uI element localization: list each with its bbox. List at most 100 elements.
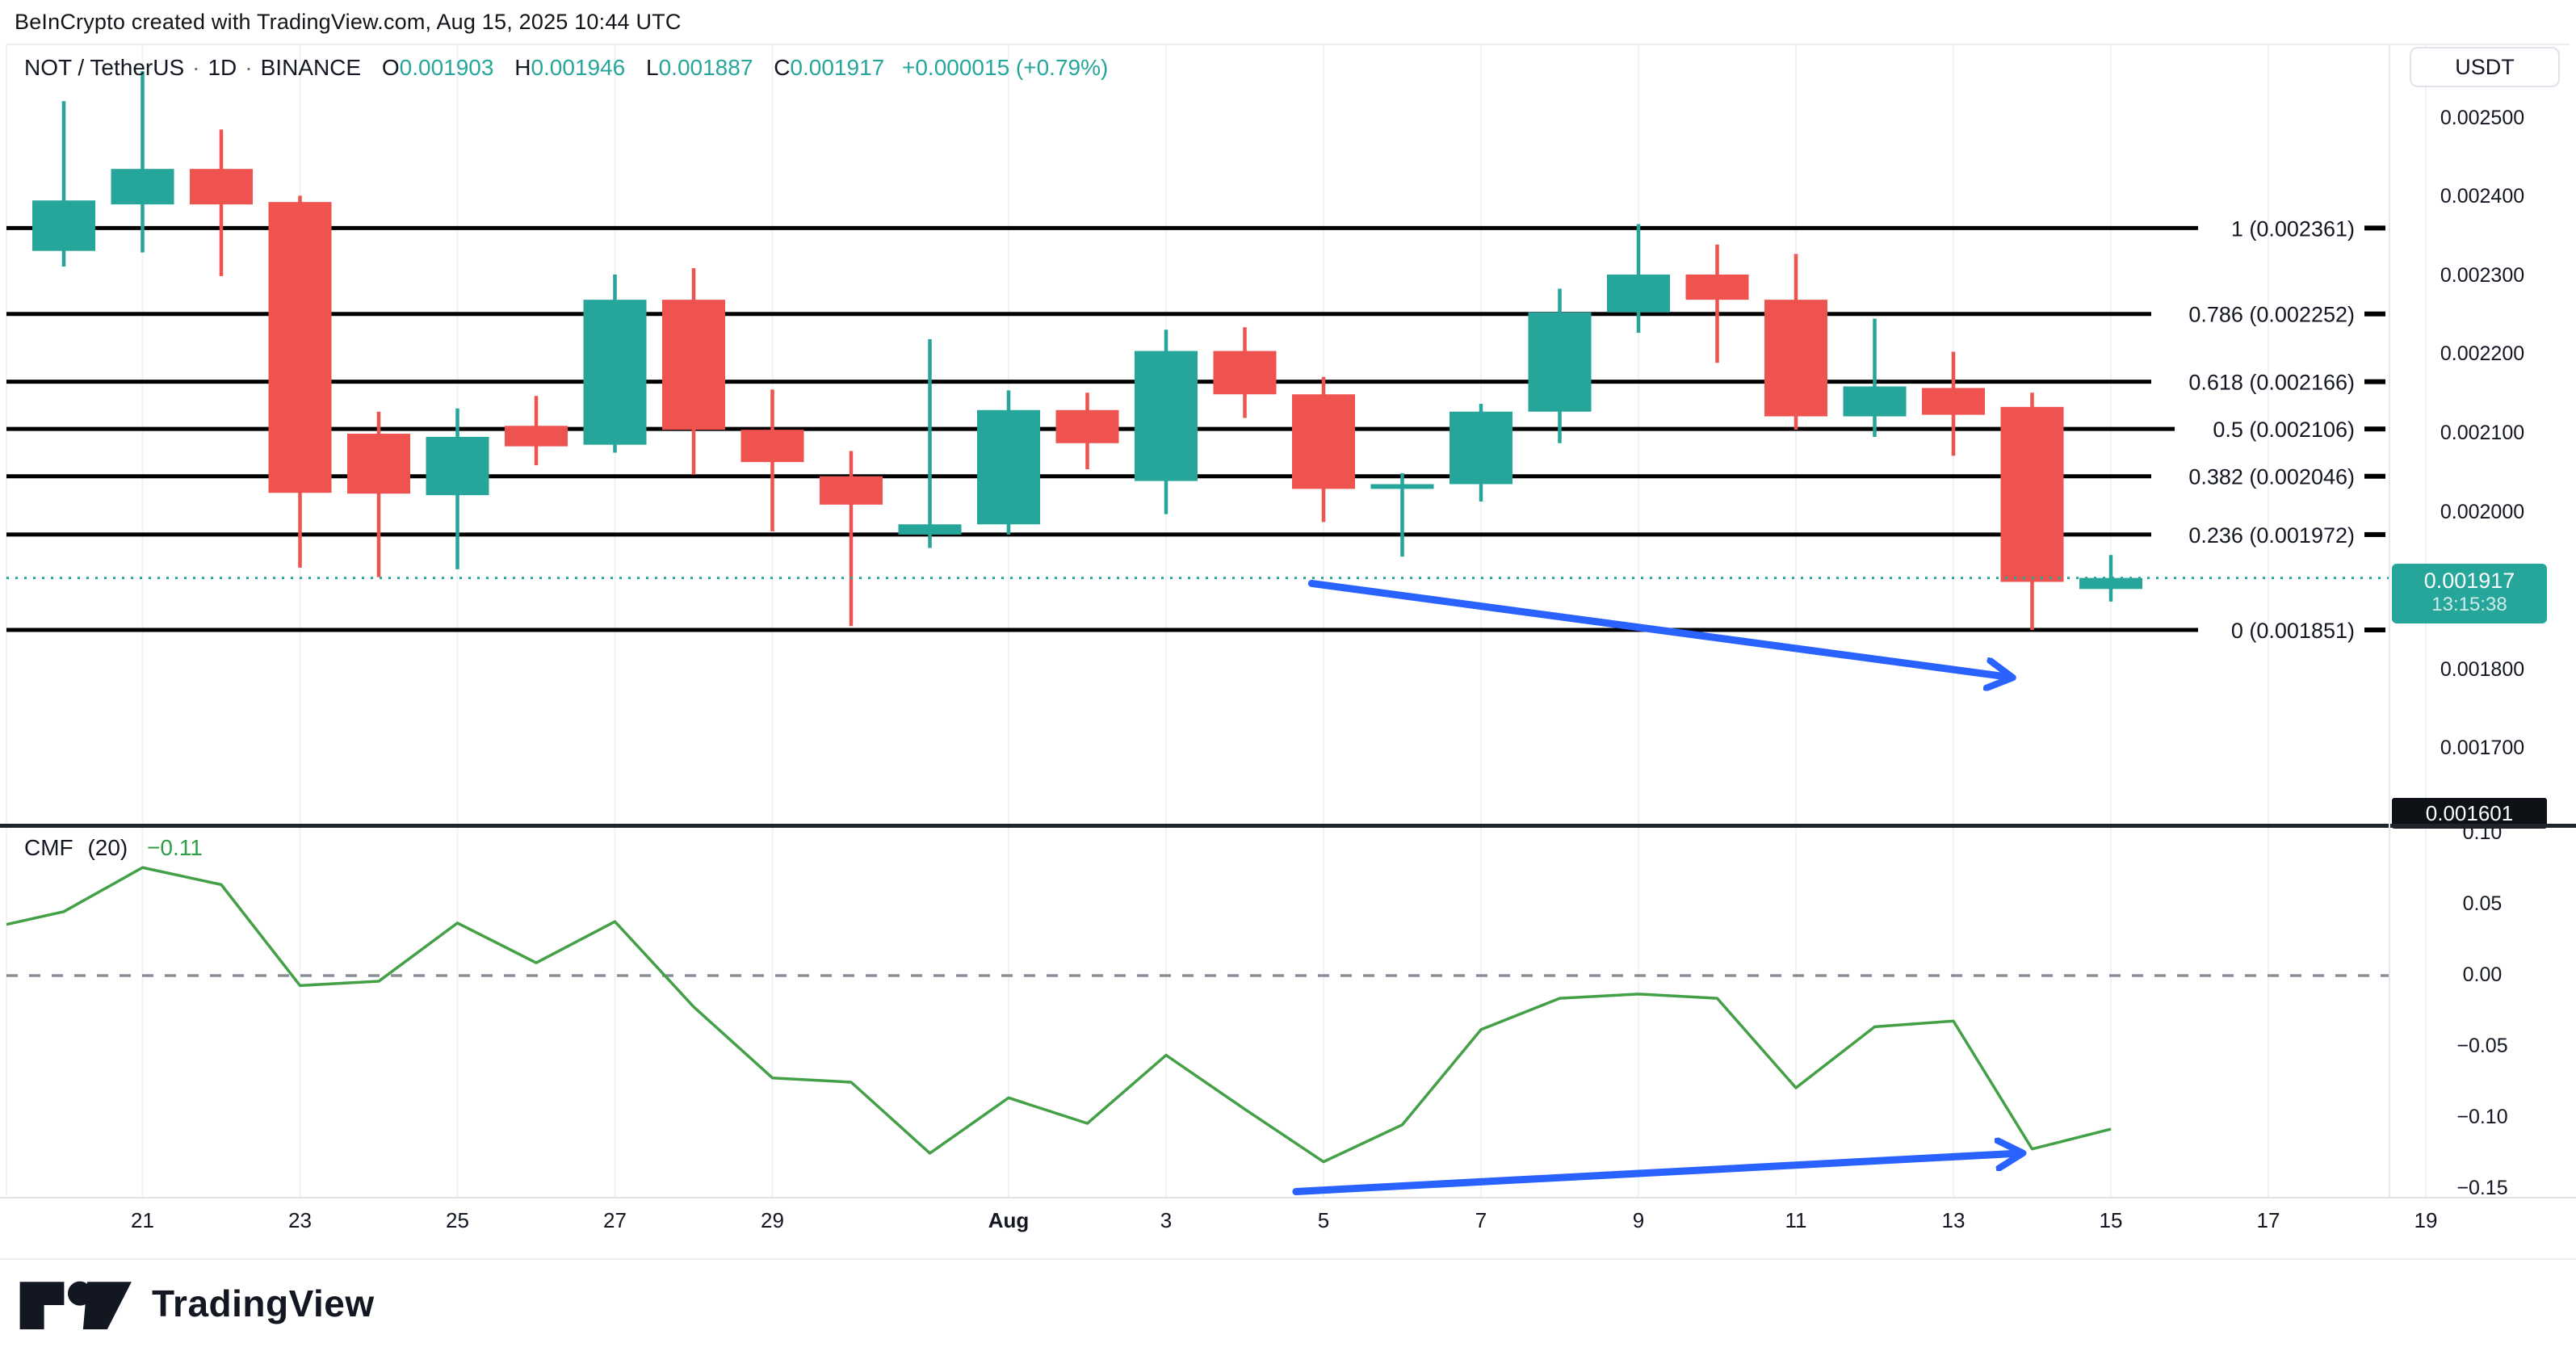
fib-level-tick (2364, 473, 2385, 479)
candle-body (1607, 274, 1670, 313)
change-value: +0.000015 (+0.79%) (902, 55, 1109, 80)
indicator-value: −0.11 (147, 835, 203, 860)
low-value: 0.001887 (658, 55, 753, 80)
fib-level-tick (2364, 628, 2385, 633)
fib-level-tick (2364, 311, 2385, 317)
time-axis-label: 21 (131, 1208, 154, 1232)
time-axis-label: 17 (2256, 1208, 2280, 1232)
price-scale-separator (2389, 44, 2390, 1197)
downtrend-arrow[interactable] (1307, 579, 2010, 677)
tradingview-logo-icon (19, 1281, 132, 1329)
footer-branding[interactable]: TradingView (18, 1274, 375, 1333)
candle-body (32, 200, 95, 251)
time-axis-label: 9 (1632, 1208, 1645, 1232)
time-axis-label: 13 (1941, 1208, 1966, 1232)
candle-body (1370, 484, 1434, 489)
fib-level-label: 0.5 (0.002106) (2213, 418, 2355, 442)
candle-body (1685, 274, 1749, 300)
fib-level-label: 0.618 (0.002166) (2188, 371, 2355, 395)
candle-body (1292, 394, 1355, 489)
close-value: 0.001917 (790, 55, 885, 80)
candle-body (740, 430, 804, 463)
time-axis-label: 25 (446, 1208, 469, 1232)
currency-toggle-button[interactable]: USDT (2410, 47, 2560, 87)
time-axis-label: 5 (1317, 1208, 1330, 1232)
symbol-legend: NOT / TetherUS · 1D · BINANCE O0.001903 H0.0… (24, 55, 1108, 81)
symbol-name[interactable]: NOT / TetherUS (24, 55, 185, 80)
time-axis-label: 23 (288, 1208, 312, 1232)
bar-countdown: 13:15:38 (2431, 593, 2507, 615)
candle-body (190, 169, 253, 205)
exchange-label[interactable]: BINANCE (260, 55, 362, 80)
interval-label[interactable]: 1D (208, 55, 237, 80)
high-value: 0.001946 (531, 55, 626, 80)
cmf-axis-label: −0.15 (2456, 1176, 2508, 1199)
price-axis-label: 0.002200 (2440, 342, 2525, 366)
indicator-name[interactable]: CMF (24, 835, 73, 860)
time-axis-label: 11 (1785, 1208, 1807, 1232)
cmf-axis-label: −0.10 (2456, 1105, 2508, 1128)
open-value: 0.001903 (399, 55, 494, 80)
candle-body (111, 169, 174, 205)
candle-body (2000, 406, 2064, 582)
cmf-axis-label: 0.00 (2462, 963, 2503, 986)
watermark-attribution: BeInCrypto created with TradingView.com,… (15, 10, 682, 34)
chart-canvas[interactable]: 1 (0.002361) 0.786 (0.002252) 0.618 (0.002… (0, 0, 2576, 1260)
cmf-axis-label: −0.05 (2456, 1034, 2508, 1057)
candle-body (1055, 409, 1119, 443)
time-axis-label: 19 (2414, 1208, 2438, 1232)
high-key: H (514, 55, 531, 80)
footer-separator (0, 1258, 2576, 1260)
candle-body (426, 436, 489, 496)
fib-level-label: 1 (0.002361) (2231, 216, 2355, 241)
time-axis-separator (0, 1197, 2576, 1198)
current-price-badge: 0.001917 13:15:38 (2392, 563, 2547, 623)
candle-body (820, 476, 883, 505)
cmf-axis-label: 0.05 (2462, 892, 2503, 916)
candle-body (583, 300, 647, 445)
legend-separator: · (192, 55, 200, 80)
price-axis-label: 0.001700 (2440, 737, 2525, 760)
indicator-legend: CMF (20) −0.11 (24, 835, 203, 861)
price-axis-label: 0.002000 (2440, 500, 2525, 523)
candle-body (347, 434, 410, 494)
time-axis-label: 15 (2099, 1208, 2123, 1232)
candle-body (662, 300, 725, 430)
candle-body (898, 524, 962, 535)
candle-body (1135, 350, 1198, 481)
low-key: L (646, 55, 659, 80)
fib-level-label: 0.382 (0.002046) (2188, 465, 2355, 489)
open-key: O (381, 55, 400, 80)
chart-card-top-border (6, 44, 2570, 45)
fib-level-label: 0.786 (0.002252) (2188, 303, 2355, 327)
pane-separator[interactable] (0, 824, 2576, 828)
candle-body (1843, 386, 1907, 417)
candle-body (268, 202, 332, 493)
candle-body (2079, 577, 2142, 590)
fib-level-label: 0.236 (0.001972) (2188, 523, 2355, 548)
price-axis-label: 0.002100 (2440, 422, 2525, 445)
time-axis-label: 3 (1160, 1208, 1173, 1232)
fib-level-label: 0 (0.001851) (2231, 619, 2355, 643)
time-axis-label: 7 (1475, 1208, 1487, 1232)
candle-body (1213, 350, 1277, 395)
price-axis-label: 0.002500 (2440, 106, 2525, 129)
fib-level-tick (2364, 379, 2385, 384)
price-axis-label: 0.001800 (2440, 657, 2525, 681)
fib-level-tick (2364, 426, 2385, 432)
candle-body (977, 409, 1040, 525)
indicator-params: (20) (87, 835, 128, 860)
candle-body (505, 426, 568, 447)
close-key: C (774, 55, 791, 80)
cmf-line (6, 866, 2112, 1164)
candle-body (1922, 388, 1985, 415)
time-axis-label: Aug (988, 1208, 1030, 1232)
fib-level-tick (2364, 225, 2385, 231)
legend-separator: · (245, 55, 253, 80)
cmf-trend-arrow[interactable] (1292, 1153, 2020, 1195)
time-axis-label: 27 (603, 1208, 627, 1232)
candle-body (1528, 312, 1592, 412)
price-axis-label: 0.002400 (2440, 185, 2525, 208)
candle-body (1450, 411, 1512, 485)
